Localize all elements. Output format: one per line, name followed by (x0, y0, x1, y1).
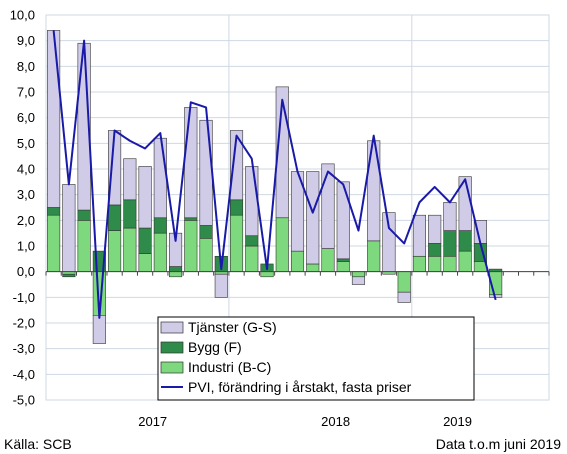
bar-bygg-f (108, 204, 122, 231)
bar-tj-nster-g-s (138, 166, 152, 229)
bar-tj-nster-g-s (321, 163, 335, 249)
bar-tj-nster-g-s (47, 30, 61, 208)
bar-industri-b-c (184, 220, 198, 272)
bar-tj-nster-g-s (367, 140, 381, 242)
legend-swatch-bygg-f (160, 341, 184, 354)
legend-label: Bygg (F) (188, 339, 242, 355)
bar-industri-b-c (397, 271, 411, 293)
bar-tj-nster-g-s (229, 130, 244, 201)
bar-industri-b-c (290, 250, 305, 272)
y-tick-label: 9,0 (17, 33, 35, 48)
bar-industri-b-c (306, 263, 320, 272)
bar-industri-b-c (458, 250, 472, 272)
x-axis-year-labels: 2017 2018 2019 (138, 414, 472, 429)
bar-industri-b-c (443, 255, 457, 272)
bar-tj-nster-g-s (443, 202, 457, 231)
legend-label: Industri (B-C) (188, 359, 271, 375)
bar-bygg-f (77, 209, 91, 221)
bar-industri-b-c (275, 217, 289, 272)
y-tick-label: 1,0 (17, 239, 35, 254)
bar-bygg-f (47, 207, 61, 216)
bar-bygg-f (458, 230, 472, 252)
bar-tj-nster-g-s (397, 291, 411, 303)
y-tick-label: -5,0 (13, 393, 35, 408)
y-tick-label: 10,0 (10, 8, 35, 23)
legend-swatch-tj-nster-g-s (160, 321, 184, 334)
bar-tj-nster-g-s (412, 214, 426, 257)
y-tick-label: 8,0 (17, 59, 35, 74)
legend-box (157, 316, 475, 401)
bar-industri-b-c (367, 240, 381, 272)
pvi-line (52, 30, 497, 319)
bar-bygg-f (443, 230, 457, 257)
y-tick-label: -1,0 (13, 290, 35, 305)
bar-tj-nster-g-s (62, 184, 76, 272)
bar-tj-nster-g-s (123, 158, 137, 201)
legend: Tjänster (G-S) Bygg (F) Industri (B-C) PVI,… (157, 316, 475, 401)
legend-label: Tjänster (G-S) (188, 319, 277, 335)
bar-bygg-f (199, 225, 213, 239)
y-tick-label: 2,0 (17, 213, 35, 228)
legend-swatch-industri-b-c (160, 361, 184, 374)
bar-industri-b-c (351, 271, 366, 278)
bar-industri-b-c (229, 214, 244, 272)
bar-bygg-f (428, 243, 442, 257)
bar-tj-nster-g-s (336, 181, 350, 260)
y-axis-tick-labels: -5,0 -4,0 -3,0 -2,0 -1,0 0,0 1,0 2,0 3,0 4,0 5,0 6,… (10, 8, 35, 408)
bar-industri-b-c (260, 271, 274, 278)
x-year-label: 2018 (321, 414, 350, 429)
bar-tj-nster-g-s (275, 86, 289, 219)
bar-industri-b-c (169, 271, 183, 278)
bar-bygg-f (184, 217, 198, 221)
y-tick-label: -2,0 (13, 316, 35, 331)
pvi-line-series (52, 30, 497, 319)
bar-industri-b-c (138, 253, 152, 272)
bar-industri-b-c (245, 245, 259, 272)
bar-tj-nster-g-s (199, 119, 213, 226)
bar-bygg-f (336, 258, 350, 262)
data-date-note: Data t.o.m juni 2019 (435, 436, 561, 452)
bar-bygg-f (169, 266, 183, 272)
bar-industri-b-c (321, 248, 335, 272)
bar-industri-b-c (199, 238, 213, 272)
legend-label: PVI, förändring i årstakt, fasta priser (188, 379, 412, 395)
y-tick-label: -3,0 (13, 341, 35, 356)
source-note: Källa: SCB (4, 436, 72, 452)
bar-tj-nster-g-s (184, 107, 198, 219)
bar-tj-nster-g-s (153, 137, 167, 219)
x-year-label: 2019 (443, 414, 472, 429)
bar-bygg-f (245, 235, 259, 247)
y-tick-label: 7,0 (17, 85, 35, 100)
y-tick-label: 6,0 (17, 110, 35, 125)
bar-tj-nster-g-s (92, 314, 106, 344)
y-tick-label: -4,0 (13, 367, 35, 382)
bar-bygg-f (123, 199, 137, 229)
bar-bygg-f (229, 199, 244, 216)
y-tick-label: 4,0 (17, 162, 35, 177)
y-tick-label: 0,0 (17, 264, 35, 279)
bar-industri-b-c (77, 220, 91, 272)
bar-tj-nster-g-s (382, 212, 396, 272)
bar-bygg-f (62, 273, 76, 278)
bar-industri-b-c (412, 255, 426, 272)
bar-bygg-f (138, 227, 152, 255)
bar-bygg-f (153, 217, 167, 234)
x-year-label: 2017 (138, 414, 167, 429)
y-tick-label: 3,0 (17, 187, 35, 202)
bar-industri-b-c (153, 232, 167, 272)
bar-tj-nster-g-s (351, 276, 366, 285)
bar-industri-b-c (108, 230, 122, 272)
bar-tj-nster-g-s (306, 171, 320, 265)
bar-industri-b-c (123, 227, 137, 272)
bar-industri-b-c (47, 214, 61, 272)
y-tick-label: 5,0 (17, 136, 35, 151)
bar-industri-b-c (428, 255, 442, 272)
bar-industri-b-c (336, 261, 350, 272)
axes (45, 271, 550, 276)
bar-tj-nster-g-s (428, 214, 442, 244)
bar-tj-nster-g-s (214, 273, 228, 298)
bar-tj-nster-g-s (245, 166, 259, 237)
